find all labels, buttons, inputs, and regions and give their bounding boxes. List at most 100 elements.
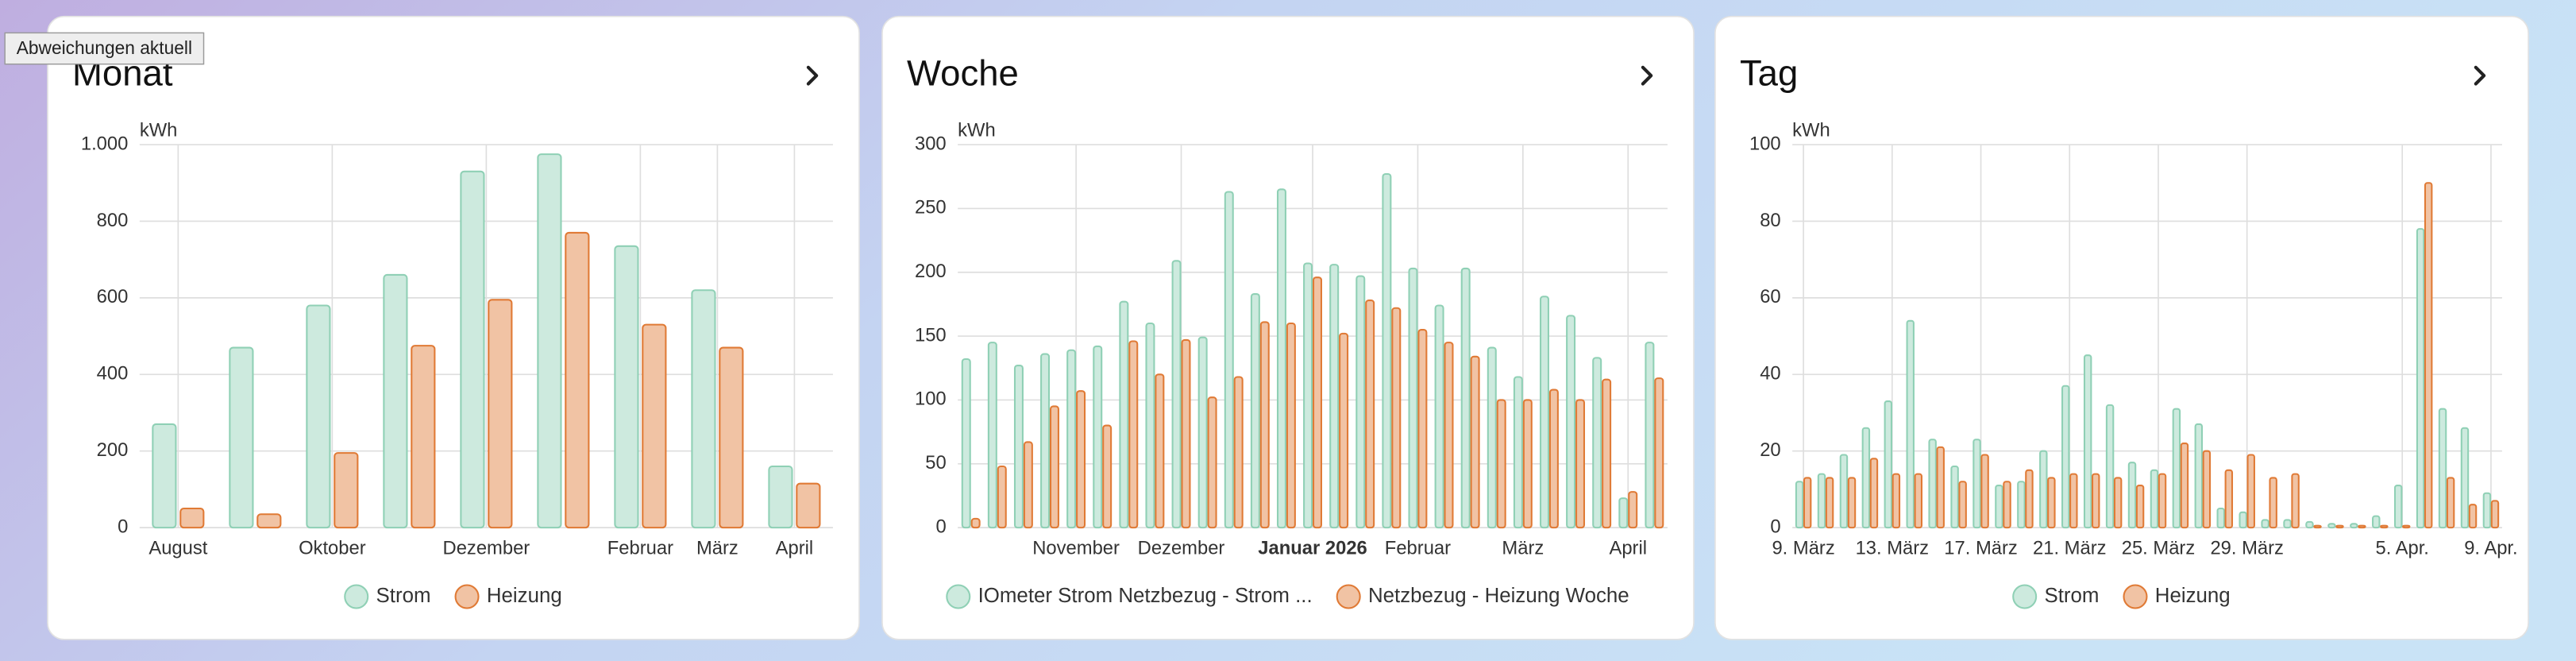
more-chevron[interactable]	[2474, 65, 2486, 86]
bar	[1496, 399, 1506, 529]
bar	[2017, 481, 2026, 529]
bar	[2424, 182, 2433, 529]
card-title[interactable]: Woche	[907, 53, 1019, 94]
more-chevron[interactable]	[1641, 65, 1653, 86]
bar	[2127, 462, 2137, 529]
bar	[1566, 315, 1576, 529]
x-tick-label: 17. März	[1944, 537, 2018, 559]
legend-item[interactable]: Netzbezug - Heizung Woche	[1336, 584, 1629, 609]
y-tick-label: 100	[1749, 133, 1781, 154]
tooltip-box	[4, 32, 205, 65]
bar	[2416, 228, 2425, 529]
bar	[334, 452, 359, 529]
legend-item[interactable]: IOmeter Strom Netzbezug - Strom ...	[946, 584, 1313, 609]
bar	[1312, 276, 1322, 529]
legend-label: Heizung	[487, 585, 562, 607]
bar	[1972, 439, 1981, 529]
y-tick-label: 800	[97, 210, 129, 231]
legend-label: IOmeter Strom Netzbezug - Strom ...	[978, 585, 1313, 607]
legend-item[interactable]: Strom	[344, 584, 431, 609]
bar	[2180, 443, 2189, 529]
legend: Strom Heizung	[2012, 584, 2231, 609]
bar	[1487, 346, 1497, 529]
bar	[256, 513, 282, 529]
bar	[1575, 399, 1586, 529]
bar	[1155, 373, 1165, 529]
bar	[2327, 523, 2336, 529]
bar	[1795, 481, 1804, 529]
tooltip-text: Abweichungen aktuell	[17, 37, 192, 58]
bar	[997, 465, 1007, 529]
bar	[2269, 477, 2277, 529]
bar	[1884, 400, 1893, 529]
bar	[1233, 376, 1244, 529]
bar	[2047, 477, 2056, 529]
bar	[152, 423, 177, 529]
legend-item[interactable]: Heizung	[454, 584, 562, 609]
bar	[1417, 329, 1428, 529]
bar	[1365, 300, 1375, 529]
bar	[1513, 376, 1523, 529]
y-axis-unit: kWh	[140, 120, 178, 141]
y-tick-label: 600	[97, 286, 129, 307]
bar	[1076, 390, 1086, 529]
bar	[2039, 450, 2048, 529]
bar	[1914, 473, 1923, 529]
y-tick-label: 400	[97, 363, 129, 385]
bar	[1171, 260, 1182, 529]
bar	[2105, 404, 2115, 529]
y-tick-label: 100	[915, 388, 947, 410]
y-tick-label: 1.000	[81, 133, 129, 154]
bar	[719, 346, 744, 529]
bar	[2482, 492, 2492, 529]
bar	[306, 304, 331, 529]
bar	[2158, 473, 2167, 529]
legend-item[interactable]: Strom	[2012, 584, 2099, 609]
bar	[2216, 507, 2225, 529]
bar	[229, 346, 254, 529]
bar	[2305, 520, 2314, 529]
legend-swatch	[2012, 584, 2038, 609]
y-tick-label: 200	[97, 439, 129, 461]
y-tick-label: 150	[915, 324, 947, 346]
bar	[1339, 332, 1349, 529]
bar	[1250, 293, 1260, 529]
x-tick-label: 25. März	[2122, 537, 2196, 559]
y-axis-unit: kWh	[958, 120, 996, 141]
x-tick-label: März	[696, 537, 738, 559]
y-tick-label: 20	[1760, 439, 1780, 461]
bar	[1102, 424, 1113, 529]
x-tick-label: Februar	[1385, 537, 1451, 559]
bar	[2372, 515, 2381, 529]
bar	[1958, 481, 1967, 529]
x-tick-label: April	[776, 537, 814, 559]
legend-swatch	[2123, 584, 2148, 609]
bar	[1980, 454, 1989, 529]
legend-item[interactable]: Heizung	[2123, 584, 2231, 609]
bar	[1892, 473, 1901, 529]
bar	[1093, 345, 1103, 529]
bar	[2083, 354, 2092, 529]
x-tick-label: 29. März	[2210, 537, 2284, 559]
y-tick-label: 60	[1760, 286, 1780, 307]
bar	[768, 465, 793, 529]
bar	[1928, 439, 1937, 529]
y-axis-unit: kWh	[1792, 120, 1830, 141]
bar	[1119, 300, 1129, 529]
bar	[1128, 340, 1139, 529]
bar	[1276, 188, 1286, 529]
bar	[488, 299, 513, 529]
bar	[1066, 349, 1077, 529]
bar	[2446, 477, 2455, 529]
bar	[2291, 473, 2300, 529]
bar	[2135, 485, 2145, 529]
legend-label: Netzbezug - Heizung Woche	[1368, 585, 1629, 607]
x-tick-label: August	[148, 537, 207, 559]
more-chevron[interactable]	[806, 65, 819, 86]
legend-label: Heizung	[2155, 585, 2231, 607]
card-title[interactable]: Tag	[1740, 53, 1798, 94]
legend-swatch	[344, 584, 369, 609]
bar	[1548, 388, 1559, 529]
bar	[1434, 304, 1444, 529]
